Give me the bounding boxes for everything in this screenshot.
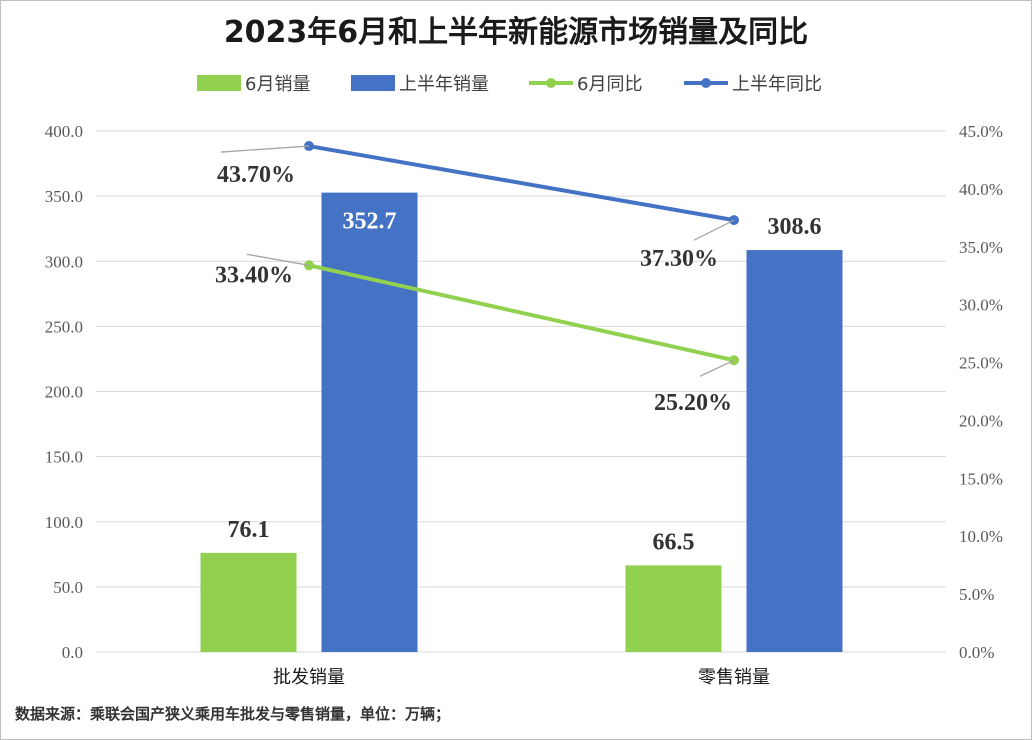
- y-right-tick-label: 45.0%: [959, 122, 1003, 141]
- bar-june: [200, 552, 297, 652]
- y-right-tick-label: 15.0%: [959, 469, 1003, 488]
- y-left-tick-label: 400.0: [45, 122, 83, 141]
- y-right-tick-label: 20.0%: [959, 411, 1003, 430]
- line-data-label: 33.40%: [215, 262, 293, 288]
- legend-label: 6月销量: [245, 74, 310, 95]
- chart-title: 2023年6月和上半年新能源市场销量及同比: [223, 15, 809, 50]
- legend-marker: [701, 78, 711, 88]
- bar-data-label: 308.6: [768, 214, 822, 240]
- y-left-tick-label: 150.0: [45, 448, 83, 467]
- bar-half-year: [746, 250, 843, 652]
- chart-svg: 0.0 50.0 100.0 150.0 200.0 250.0 300.0 350.0 400…: [45, 74, 1003, 688]
- bar-data-label: 66.5: [653, 529, 695, 555]
- y-right-tick-label: 35.0%: [959, 238, 1003, 257]
- legend-label: 6月同比: [577, 74, 642, 95]
- y-left-tick-label: 200.0: [45, 383, 83, 402]
- y-left-tick-label: 0.0: [62, 643, 83, 662]
- leader-line: [246, 253, 310, 266]
- legend-marker: [546, 78, 556, 88]
- y-right-tick-label: 10.0%: [959, 527, 1003, 546]
- line-half-year-yoy: [308, 144, 735, 223]
- legend-swatch: [197, 75, 241, 91]
- y-left-tick-label: 300.0: [45, 252, 83, 271]
- legend-swatch: [351, 75, 395, 91]
- line-data-label: 43.70%: [217, 162, 295, 188]
- bar-june: [625, 565, 722, 652]
- y-left-tick-label: 250.0: [45, 317, 83, 336]
- y-left-tick-label: 350.0: [45, 187, 83, 206]
- y-right-tick-label: 25.0%: [959, 354, 1003, 373]
- y-right-tick-label: 40.0%: [959, 180, 1003, 199]
- x-category-label: 批发销量: [273, 667, 345, 688]
- line-data-label: 25.20%: [654, 390, 732, 416]
- y-right-tick-label: 30.0%: [959, 296, 1003, 315]
- source-note: 数据来源：乘联会国产狭义乘用车批发与零售销量，单位：万辆；: [15, 705, 451, 723]
- legend-label: 上半年同比: [732, 74, 822, 95]
- y-right-tick-label: 5.0%: [959, 585, 994, 604]
- line-june-yoy: [308, 263, 735, 363]
- y-left-tick-label: 100.0: [45, 513, 83, 532]
- x-category-label: 零售销量: [698, 667, 770, 688]
- leader-line: [699, 359, 735, 377]
- bar-data-label: 352.7: [343, 209, 397, 235]
- line-data-label: 37.30%: [640, 246, 718, 272]
- y-left-tick-label: 50.0: [53, 578, 83, 597]
- leader-line: [220, 145, 310, 153]
- y-right-tick-label: 0.0%: [959, 643, 994, 662]
- bar-data-label: 76.1: [228, 517, 270, 543]
- bar-half-year: [321, 192, 418, 652]
- leader-line: [693, 219, 735, 241]
- legend-label: 上半年销量: [399, 74, 489, 95]
